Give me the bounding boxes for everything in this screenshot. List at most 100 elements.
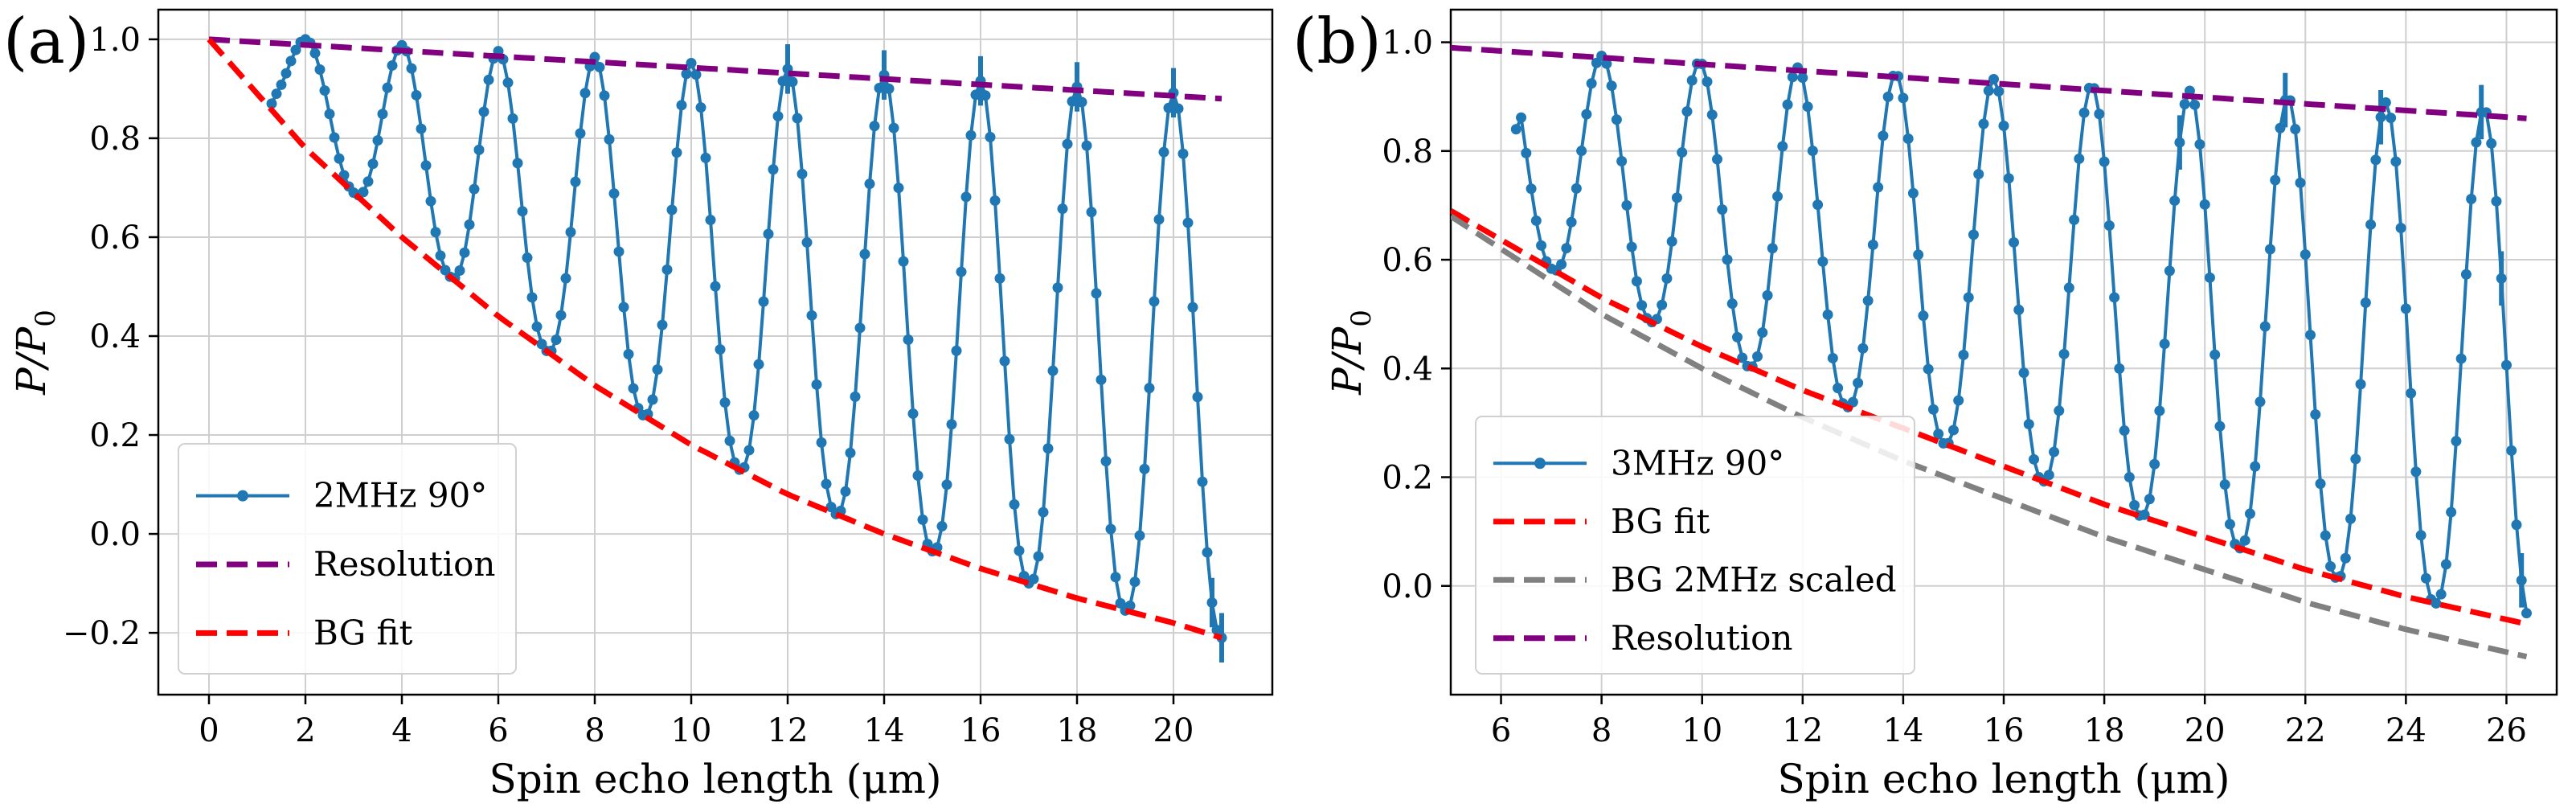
data-point [623,348,634,359]
data-point [2355,379,2366,390]
data-point [382,82,393,93]
data-point [362,176,374,187]
series-line-resolution [208,36,1222,102]
data-point [2119,425,2130,437]
data-point [710,281,721,292]
data-point [1988,73,1999,84]
data-point [2496,273,2507,284]
data-point [579,88,591,99]
data-point [1129,576,1141,588]
data-point [2154,405,2165,416]
data-point [469,183,480,195]
grid [1451,10,2557,695]
series-line-resolution [1451,44,2527,121]
data-point [787,76,798,88]
y-tick-label: −0.2 [63,615,141,652]
data-point [324,109,335,120]
data-point [768,164,779,175]
data-point [2149,458,2160,470]
data-point [1105,523,1116,535]
data-point [604,133,615,145]
data-point [2305,330,2316,341]
data-point [647,394,658,405]
legend-label: Resolution [313,544,495,584]
data-point [2058,348,2070,359]
data-point [473,144,485,155]
y-tick-label: 0.0 [1382,568,1433,605]
ticks: 0 2 4 6 8 10 12 14 16 18 20 −0.2 0.0 0.2 0.4 0.6 0.8 1.0 [63,22,1194,749]
x-tick-label: 26 [2486,712,2527,749]
data-point [2500,359,2512,371]
panel-label: (b) [1292,6,1382,78]
data-point [531,321,543,332]
data-point [1762,289,1773,301]
data-point [551,334,562,346]
data-point [1586,78,1597,89]
legend-label: BG fit [1611,502,1710,541]
data-point [985,131,996,142]
data-point [2350,453,2361,465]
data-point [628,383,639,394]
data-point [2486,137,2497,149]
data-point [2144,494,2155,505]
data-point [2214,420,2226,432]
data-point [2054,405,2065,416]
ticks: 6 8 10 12 14 16 18 20 22 24 26 0.0 0.2 0.4 0.6 0.8 1.0 [1382,25,2527,749]
data-point [1110,572,1121,583]
data-point [661,264,673,275]
x-tick-label: 10 [1681,712,1722,749]
data-point [1076,96,1087,108]
data-point [1158,146,1169,158]
data-point [276,79,287,90]
x-tick-label: 14 [1882,712,1923,749]
data-point [372,135,383,146]
data-point [1797,72,1808,84]
data-point [2460,269,2472,280]
data-point [2009,236,2020,248]
data-point [464,219,475,230]
x-tick-label: 12 [1782,712,1823,749]
data-point [1100,456,1112,467]
data-point [1902,133,1914,145]
data-point [2360,297,2371,309]
data-point [951,345,962,356]
data-point [1953,395,1964,406]
data-point [459,247,470,258]
data-point [1211,625,1222,636]
data-point [1004,433,1015,445]
legend-box [178,443,517,675]
data-point [1601,58,1612,69]
data-point [1681,106,1693,117]
data-point [811,379,822,390]
data-point [1878,130,1889,142]
data-point [1561,243,1572,254]
data-point [2370,154,2381,166]
data-point [1177,148,1189,159]
data-point [2516,575,2527,586]
data-point [1153,214,1165,225]
data-point [507,113,518,124]
data-point [1536,240,1547,251]
data-point [1867,239,1878,250]
data-point [2123,472,2135,483]
data-point [1526,183,1537,195]
data-point [903,334,914,345]
data-point [1149,296,1160,307]
data-point [2179,98,2190,109]
x-tick-label: 22 [2285,712,2326,749]
y-axis-label: P/P0 [8,310,62,396]
data-point [1757,327,1768,338]
x-tick-label: 20 [2185,712,2226,749]
y-tick-label: 0.4 [89,318,141,355]
data-point [960,191,972,203]
data-point [1968,229,1979,240]
legend-label: BG 2MHz scaled [1611,560,1897,599]
data-point [715,344,726,355]
data-point [2129,499,2140,511]
data-point [425,195,436,207]
data-point [2275,122,2286,133]
series-line-bg-fit [1451,208,2528,627]
legend-box [1475,416,1915,675]
data-point [2094,109,2105,120]
data-point [406,63,417,74]
